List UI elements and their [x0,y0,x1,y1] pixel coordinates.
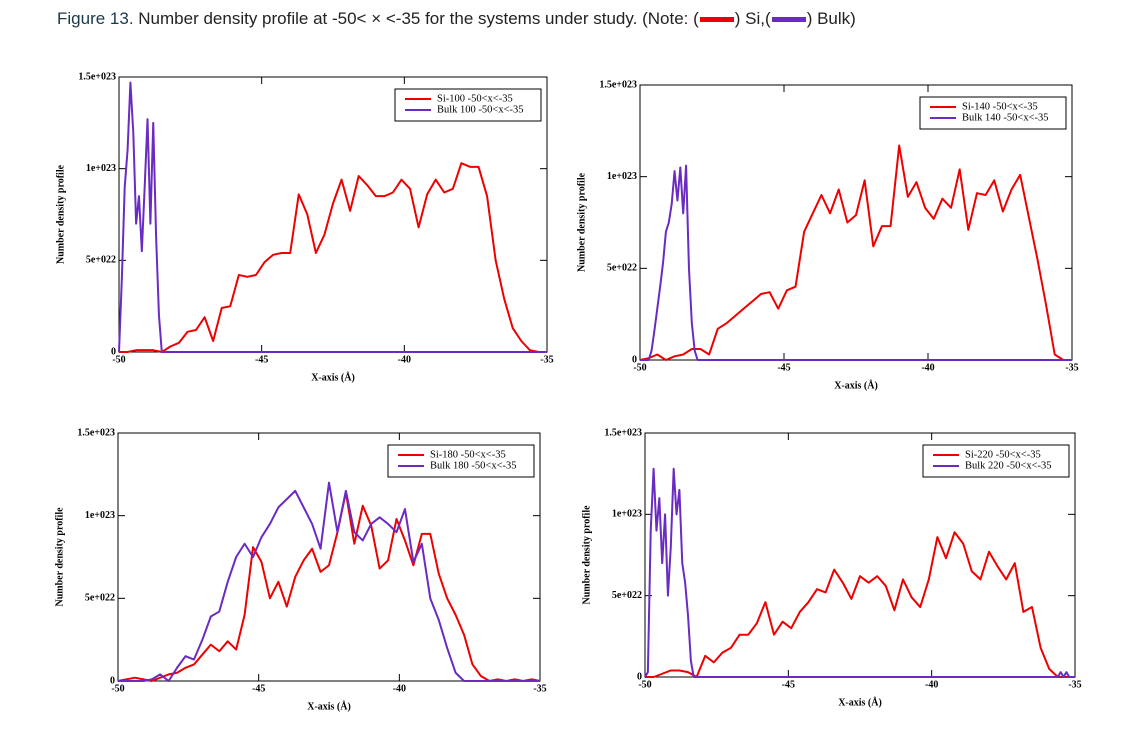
legend-label: Si-100 -50<x<-35 [437,93,513,104]
legend-label: Si-220 -50<x<-35 [965,449,1041,460]
series-line [118,81,547,353]
x-tick-label: -35 [1065,362,1078,373]
y-tick-label: 1e+023 [86,163,116,174]
x-axis-label: X-axis (Å) [307,700,351,712]
y-axis-label: Number density profile [576,172,587,272]
series-line [118,481,540,682]
x-tick-label: -40 [925,679,938,690]
series-line [119,162,547,353]
y-tick-label: 1.5e+023 [599,79,637,90]
x-tick-label: -40 [921,362,934,373]
x-tick-label: -40 [393,683,406,694]
plot-frame [117,432,541,682]
caption: Figure 13. Number density profile at -50… [57,9,856,29]
legend-label: Bulk 140 -50<x<-35 [962,112,1049,123]
x-axis-label: X-axis (Å) [834,379,878,391]
legend-label: Bulk 100 -50<x<-35 [437,104,524,115]
x-tick-label: -45 [255,354,268,365]
y-axis-label: Number density profile [55,164,66,264]
y-tick-label: 1e+023 [85,510,115,521]
y-tick-label: 0 [111,346,116,357]
y-tick-label: 1e+023 [612,509,642,520]
series-line [645,531,1075,678]
legend-box [387,444,535,478]
y-tick-label: 0 [632,354,637,365]
x-tick-label: -45 [777,362,790,373]
x-tick-label: -40 [398,354,411,365]
y-tick-label: 1e+023 [607,171,637,182]
y-tick-label: 5e+022 [607,263,637,274]
x-tick-label: -50 [633,362,646,373]
y-axis-label: Number density profile [54,507,65,607]
legend-box [394,88,542,122]
legend-label: Si-180 -50<x<-35 [430,449,506,460]
series-line [117,491,541,682]
series-line [644,467,1075,678]
caption-text: Number density profile at -50< × <-35 fo… [138,9,689,28]
caption-open: ( [693,9,699,28]
caption-items: () Si,() Bulk) [693,9,856,28]
x-tick-label: -45 [782,679,795,690]
y-tick-label: 0 [110,675,115,686]
legend-label: Bulk 220 -50<x<-35 [965,460,1052,471]
y-axis-label: Number density profile [581,505,592,605]
x-axis-label: X-axis (Å) [838,696,882,708]
series-line [639,144,1072,361]
x-axis-label: X-axis (Å) [311,371,355,383]
x-tick-label: -50 [111,683,124,694]
caption-swatch [771,17,806,23]
legend-box [919,96,1067,130]
x-tick-label: -35 [533,683,546,694]
caption-close: ) Bulk) [806,9,856,28]
series-line [640,164,1072,361]
x-tick-label: -45 [252,683,265,694]
caption-label: Figure 13. [57,9,134,28]
legend-box [922,444,1070,478]
x-tick-label: -50 [638,679,651,690]
caption-open: ( [765,9,771,28]
caption-swatch [699,17,734,23]
x-tick-label: -35 [540,354,553,365]
legend-label: Bulk 180 -50<x<-35 [430,460,517,471]
y-tick-label: 1.5e+023 [77,427,115,438]
y-tick-label: 0 [637,671,642,682]
y-tick-label: 5e+022 [86,255,116,266]
x-tick-label: -35 [1068,679,1081,690]
x-tick-label: -50 [112,354,125,365]
y-tick-label: 5e+022 [612,590,642,601]
y-tick-label: 5e+022 [85,593,115,604]
y-tick-label: 1.5e+023 [604,427,642,438]
y-tick-label: 1.5e+023 [78,71,116,82]
caption-close: ) Si, [734,9,766,28]
legend-label: Si-140 -50<x<-35 [962,101,1038,112]
